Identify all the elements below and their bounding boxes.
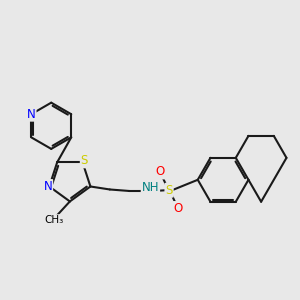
Text: CH₃: CH₃ [44, 215, 64, 225]
Text: O: O [155, 166, 165, 178]
Text: NH: NH [142, 182, 159, 194]
Text: N: N [27, 108, 36, 121]
Text: O: O [173, 202, 183, 215]
Text: S: S [81, 154, 88, 167]
Text: N: N [44, 180, 52, 193]
Text: S: S [165, 184, 173, 197]
